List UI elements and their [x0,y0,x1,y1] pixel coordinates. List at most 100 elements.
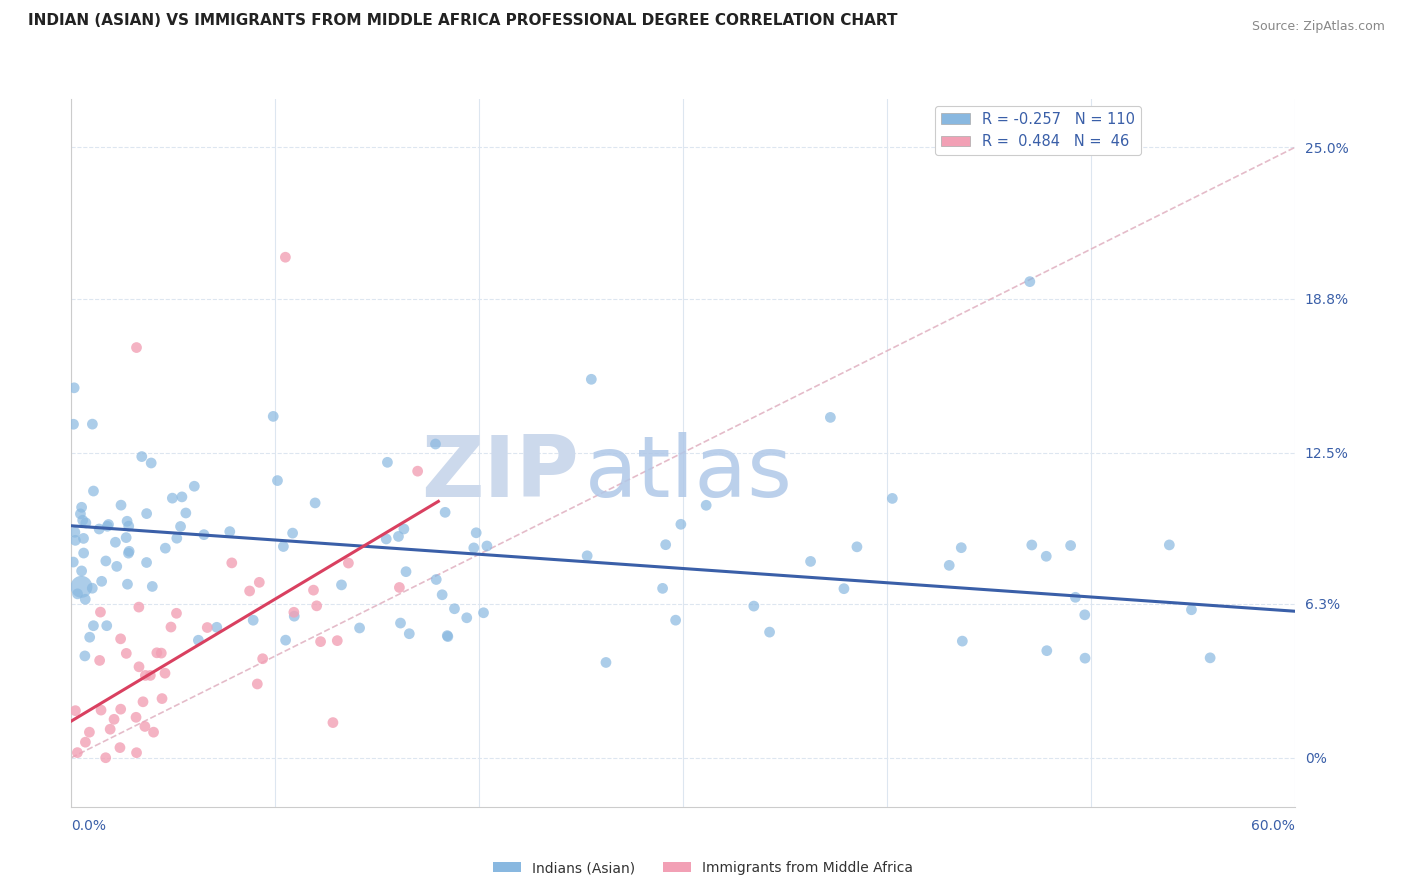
Point [110,632,132,646]
Point [1018,275,1040,289]
Point [595,656,617,670]
Point [832,582,855,596]
Point [581,372,603,386]
Point [388,581,411,595]
Point [89,522,111,536]
Point [349,621,371,635]
Point [398,626,420,640]
Point [96,519,118,533]
Point [118,519,141,533]
Point [1074,607,1097,622]
Point [430,588,453,602]
Point [73,648,96,663]
Point [139,668,162,682]
Point [950,541,973,555]
Text: 60.0%: 60.0% [1251,819,1295,833]
Point [75,516,97,530]
Text: INDIAN (ASIAN) VS IMMIGRANTS FROM MIDDLE AFRICA PROFESSIONAL DEGREE CORRELATION : INDIAN (ASIAN) VS IMMIGRANTS FROM MIDDLE… [28,13,897,29]
Point [98,723,121,737]
Point [166,607,188,621]
Point [62,417,84,432]
Text: atlas: atlas [585,433,793,516]
Point [65,704,87,718]
Text: Source: ZipAtlas.com: Source: ZipAtlas.com [1251,20,1385,33]
Point [162,491,184,505]
Point [66,746,89,760]
Point [89,605,111,619]
Point [326,633,349,648]
Point [75,592,97,607]
Point [63,525,86,540]
Point [758,625,780,640]
Point [665,613,688,627]
Point [266,474,288,488]
Point [434,505,457,519]
Point [70,564,93,578]
Point [392,522,415,536]
Point [938,558,960,573]
Point [456,611,478,625]
Point [65,533,87,548]
Point [70,580,93,594]
Point [1059,539,1081,553]
Point [183,479,205,493]
Point [375,532,398,546]
Point [283,605,305,619]
Point [221,556,243,570]
Point [387,529,409,543]
Point [79,725,101,739]
Point [103,712,125,726]
Point [108,740,131,755]
Point [70,500,93,515]
Point [125,746,148,760]
Point [274,633,297,648]
Point [153,666,176,681]
Point [62,555,84,569]
Point [395,565,418,579]
Point [389,616,412,631]
Point [63,381,86,395]
Text: 0.0%: 0.0% [72,819,107,833]
Point [406,464,429,478]
Point [218,524,240,539]
Point [115,514,138,528]
Point [170,490,193,504]
Point [437,630,460,644]
Point [131,450,153,464]
Point [337,556,360,570]
Point [134,668,156,682]
Point [1199,650,1222,665]
Point [146,646,169,660]
Point [742,599,765,613]
Point [128,660,150,674]
Point [800,554,823,568]
Point [90,703,112,717]
Point [150,646,173,660]
Point [330,578,353,592]
Point [262,409,284,424]
Point [820,410,842,425]
Point [66,587,89,601]
Point [242,613,264,627]
Point [96,618,118,632]
Point [669,517,692,532]
Legend: R = -0.257   N = 110, R =  0.484   N =  46: R = -0.257 N = 110, R = 0.484 N = 46 [935,106,1140,155]
Point [1035,549,1057,564]
Point [72,546,94,560]
Point [654,538,676,552]
Point [82,581,104,595]
Point [104,535,127,549]
Point [425,437,447,451]
Point [475,539,498,553]
Point [322,715,344,730]
Point [309,634,332,648]
Point [576,549,599,563]
Point [651,582,673,596]
Point [247,575,270,590]
Point [82,417,104,431]
Legend: Indians (Asian), Immigrants from Middle Africa: Indians (Asian), Immigrants from Middle … [488,855,918,880]
Point [1180,603,1202,617]
Text: ZIP: ZIP [422,433,579,516]
Point [118,544,141,558]
Point [75,735,97,749]
